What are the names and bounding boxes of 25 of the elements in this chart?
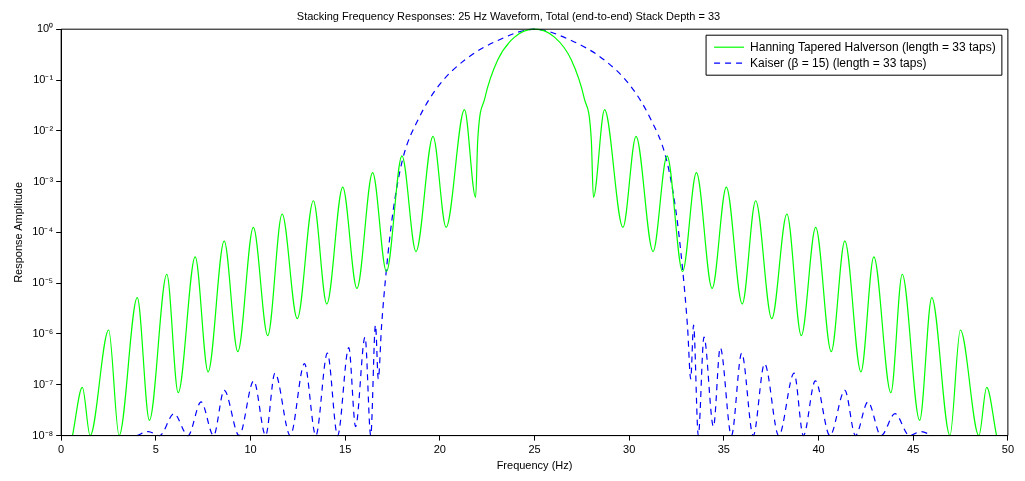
x-tick-label: 40 [812, 443, 825, 456]
y-tick-label: 10⁻¹ [33, 73, 54, 86]
y-tick-label: 10⁻⁴ [32, 225, 54, 238]
y-tick-label: 10⁻⁵ [32, 276, 54, 289]
y-tick-label: 10⁻⁸ [32, 428, 54, 441]
x-axis-title: Frequency (Hz) [496, 459, 573, 472]
legend-label: Kaiser (β = 15) (length = 33 taps) [750, 55, 927, 70]
x-tick-label: 35 [717, 443, 730, 456]
y-tick-label: 10⁻² [33, 123, 54, 136]
y-tick-label: 10⁻³ [33, 174, 54, 187]
x-tick-label: 50 [1001, 443, 1015, 456]
x-tick-label: 25 [528, 443, 541, 456]
x-tick-label: 5 [152, 443, 159, 456]
y-tick-label: 10⁻⁶ [32, 327, 54, 340]
x-tick-label: 45 [907, 443, 920, 456]
x-tick-label: 30 [623, 443, 636, 456]
x-tick-label: 15 [339, 443, 352, 456]
x-tick-label: 0 [58, 443, 65, 456]
y-axis-title: Response Amplitude [11, 181, 24, 283]
y-tick-label: 10⁰ [36, 22, 54, 35]
x-tick-label: 20 [433, 443, 446, 456]
y-tick-label: 10⁻⁷ [32, 377, 54, 390]
chart-title: Stacking Frequency Responses: 25 Hz Waveform, Total (end-to-end) Stack Depth = 33 [296, 9, 721, 22]
x-tick-label: 10 [244, 443, 257, 456]
legend-label: Hanning Tapered Halverson (length = 33 taps) [750, 39, 996, 54]
